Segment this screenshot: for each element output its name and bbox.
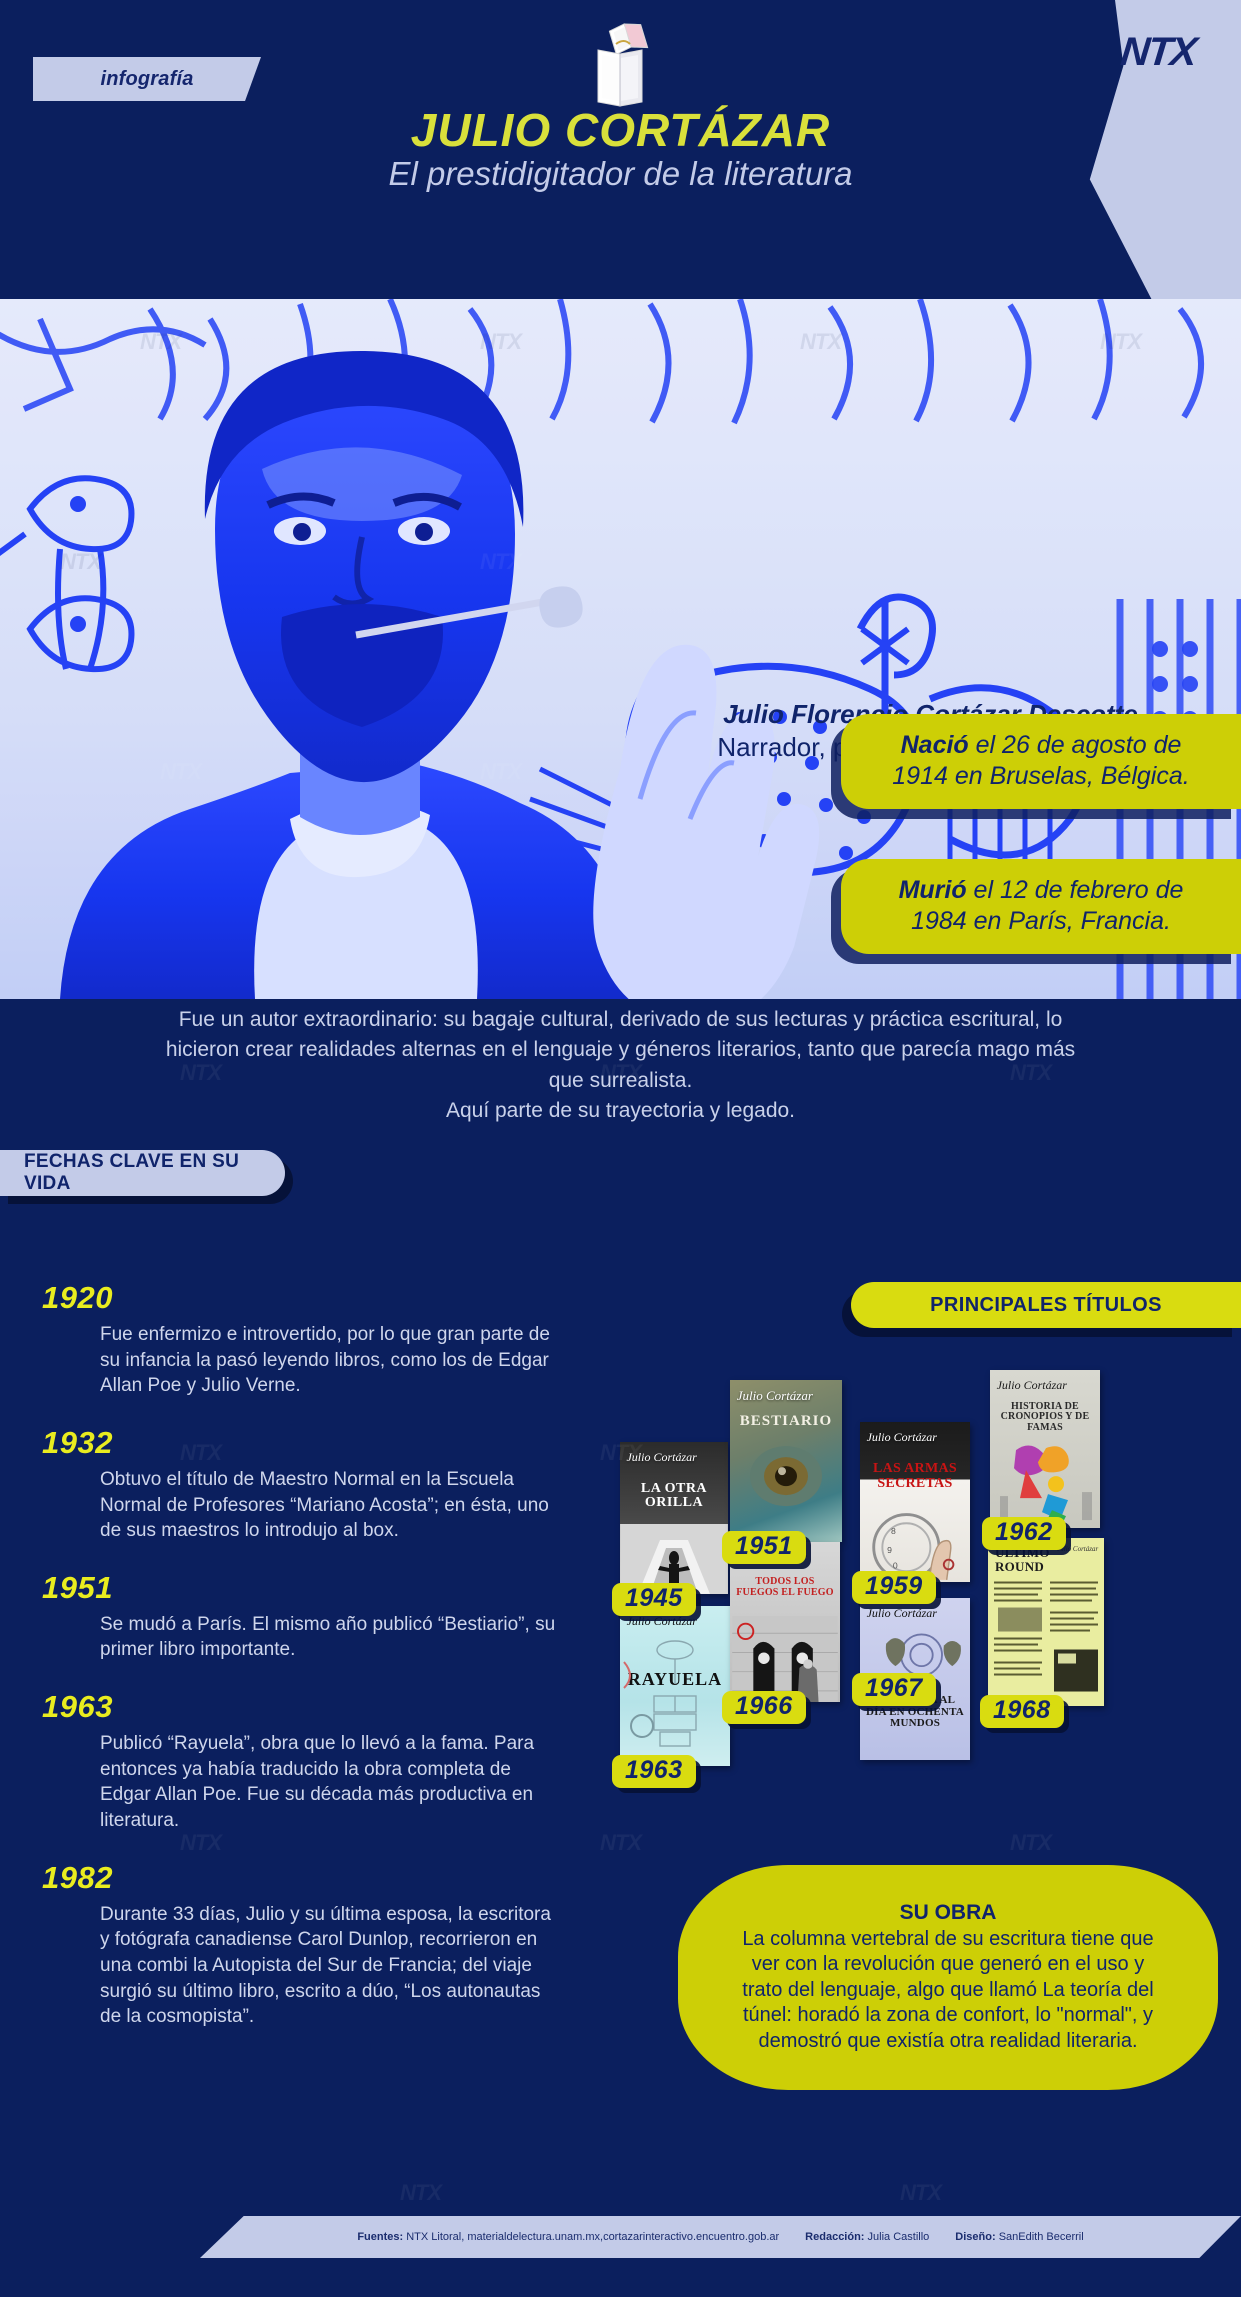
footer-editor-label: Redacción: [805, 2231, 865, 2243]
book-cover-art: Julio Cortázar TODOS LOS FUEGOS EL FUEGO [730, 1542, 840, 1702]
footer-design-label: Diseño: [955, 2231, 996, 2243]
timeline-text: Publicó “Rayuela”, obra que lo llevó a l… [100, 1733, 535, 1832]
book-author: Julio Cortázar [626, 1614, 697, 1628]
fact-died-text: Murió el 12 de febrero de 1984 en París,… [875, 875, 1207, 936]
timeline-year: 1951 [42, 1569, 113, 1605]
book-cover-1959[interactable]: Julio Cortázar LAS ARMAS SECRETAS 8 9 0 … [852, 1422, 970, 1604]
list-item: 1982 Durante 33 días, Julio y su última … [0, 1860, 600, 2030]
footer-editor: Redacción: Julia Castillo [805, 2231, 929, 2243]
footer-design: Diseño: SanEdith Becerril [955, 2231, 1083, 2243]
book-cover-1945[interactable]: Julio Cortázar LA OTRA ORILLA 1945 [612, 1442, 728, 1616]
book-cover-1968[interactable]: ÚLTIMO ROUND Julio Cortázar [980, 1538, 1104, 1728]
fact-born-text: Nació el 26 de agosto de 1914 en Brusela… [875, 730, 1207, 791]
book-year-badge: 1967 [852, 1672, 936, 1706]
list-item: 1920 Fue enfermizo e introvertido, por l… [0, 1280, 600, 1399]
book-cover-art: Julio Cortázar BESTIARIO [730, 1380, 842, 1542]
timeline-list: 1920 Fue enfermizo e introvertido, por l… [0, 1280, 600, 2056]
fact-box-died: Murió el 12 de febrero de 1984 en París,… [841, 859, 1241, 954]
intro-paragraph: Fue un autor extraordinario: su bagaje c… [165, 1008, 1076, 1123]
su-obra-card: SU OBRA La columna vertebral de su escri… [678, 1865, 1218, 2090]
fact-born-lead: Nació [900, 731, 969, 759]
footer-sources: Fuentes: NTX Litoral, materialdelectura.… [357, 2231, 779, 2243]
list-item: 1963 Publicó “Rayuela”, obra que lo llev… [0, 1689, 600, 1834]
book-title: TODOS LOS FUEGOS EL FUEGO [736, 1576, 834, 1598]
book-cover-1967[interactable]: Julio Cortázar LA VUELTA AL DÍA EN OCHEN… [852, 1598, 970, 1760]
infografia-badge-label: infografía [100, 67, 194, 90]
fact-died-rest: el 12 de febrero de 1984 en París, Franc… [911, 876, 1184, 935]
footer-editor-value: Julia Castillo [867, 2231, 930, 2243]
open-book-icon [566, 22, 676, 112]
book-year-badge: 1945 [612, 1583, 696, 1616]
section-tag-titles-label: PRINCIPALES TÍTULOS [930, 1293, 1162, 1316]
timeline-text: Obtuvo el título de Maestro Normal en la… [100, 1468, 549, 1542]
book-author: Julio Cortázar [626, 1449, 697, 1464]
section-tag-dates: FECHAS CLAVE EN SU VIDA [0, 1150, 285, 1196]
su-obra-text: La columna vertebral de su escritura tie… [742, 1927, 1154, 2052]
book-cover-1963[interactable]: Julio Cortázar RAYUELA 1963 [612, 1606, 730, 1788]
book-author: Julio Cortázar [736, 1388, 813, 1404]
timeline-year: 1920 [42, 1280, 113, 1315]
book-author: Julio Cortázar [866, 1606, 937, 1621]
book-year-badge: 1962 [982, 1517, 1066, 1550]
book-author: Julio Cortázar [866, 1430, 937, 1444]
page-subtitle: El prestidigitador de la literatura [388, 155, 853, 192]
svg-text:8: 8 [891, 1526, 896, 1536]
book-year-badge: 1963 [612, 1755, 696, 1788]
book-cover-art: ÚLTIMO ROUND Julio Cortázar [988, 1538, 1104, 1706]
su-obra-title: SU OBRA [899, 1900, 997, 1924]
book-cover-1951[interactable]: Julio Cortázar BESTIARIO 1951 [722, 1380, 842, 1564]
ntx-brand-logo: NTX [1118, 30, 1198, 74]
book-cover-art: Julio Cortázar HISTORIA DE CRONOPIOS Y D… [990, 1370, 1100, 1528]
timeline-text: Durante 33 días, Julio y su última espos… [100, 1903, 551, 2028]
book-title: LAS ARMAS SECRETAS [872, 1461, 957, 1491]
book-covers-grid: Julio Cortázar LA OTRA ORILLA 1945 Julio… [612, 1370, 1241, 1860]
book-author: Julio Cortázar [1057, 1544, 1099, 1553]
book-title: BESTIARIO [739, 1413, 833, 1430]
book-cover-art: Julio Cortázar LAS ARMAS SECRETAS 8 9 0 [860, 1422, 970, 1582]
footer-sources-label: Fuentes: [357, 2231, 404, 2243]
book-cover-1962[interactable]: Julio Cortázar HISTORIA DE CRONOPIOS Y D… [982, 1370, 1100, 1550]
book-author: Julio Cortázar [996, 1377, 1067, 1392]
book-year-badge: 1966 [722, 1691, 806, 1724]
timeline-text: Se mudó a París. El mismo año publicó “B… [100, 1613, 556, 1661]
footer-sources-value: NTX Litoral, materialdelectura.unam.mx,c… [406, 2231, 780, 2243]
infografia-badge: infografía [33, 57, 261, 101]
footer-design-value: SanEdith Becerril [998, 2231, 1084, 2243]
timeline-year: 1932 [42, 1424, 113, 1460]
book-title: LA OTRA ORILLA [640, 1480, 708, 1511]
timeline-text: Fue enfermizo e introvertido, por lo que… [100, 1324, 550, 1397]
hero-section: Julio Florencio Cortázar Descotte Narrad… [0, 299, 1241, 999]
book-cover-1966[interactable]: Julio Cortázar TODOS LOS FUEGOS EL FUEGO… [722, 1542, 840, 1724]
section-tag-titles: PRINCIPALES TÍTULOS [851, 1282, 1241, 1328]
hero-illustration [0, 299, 1241, 999]
list-item: 1932 Obtuvo el título de Maestro Normal … [0, 1425, 600, 1544]
book-year-badge: 1968 [980, 1695, 1064, 1728]
watermark: NTX [900, 2180, 942, 2205]
book-year-badge: 1951 [722, 1531, 806, 1564]
section-tag-dates-label: FECHAS CLAVE EN SU VIDA [24, 1151, 240, 1194]
timeline-year: 1963 [42, 1689, 113, 1725]
watermark: NTX [400, 2180, 442, 2205]
book-title: HISTORIA DE CRONOPIOS Y DE FAMAS [1000, 1400, 1090, 1433]
svg-text:9: 9 [887, 1545, 892, 1555]
book-year-badge: 1959 [852, 1571, 936, 1604]
book-cover-art: Julio Cortázar LA OTRA ORILLA [620, 1442, 728, 1594]
header: NTX infografía JULIO CORTÁZAR El prestid… [0, 0, 1241, 299]
list-item: 1951 Se mudó a París. El mismo año publi… [0, 1570, 600, 1663]
svg-text:0: 0 [893, 1561, 898, 1571]
book-cover-art: Julio Cortázar RAYUELA [620, 1606, 730, 1766]
fact-born-rest: el 26 de agosto de 1914 en Bruselas, Bél… [892, 731, 1190, 790]
page-title: JULIO CORTÁZAR [410, 104, 831, 156]
fact-box-born: Nació el 26 de agosto de 1914 en Brusela… [841, 714, 1241, 809]
timeline-year: 1982 [42, 1859, 113, 1895]
fact-died-lead: Murió [898, 876, 967, 904]
footer-credits-bar: Fuentes: NTX Litoral, materialdelectura.… [200, 2216, 1241, 2258]
